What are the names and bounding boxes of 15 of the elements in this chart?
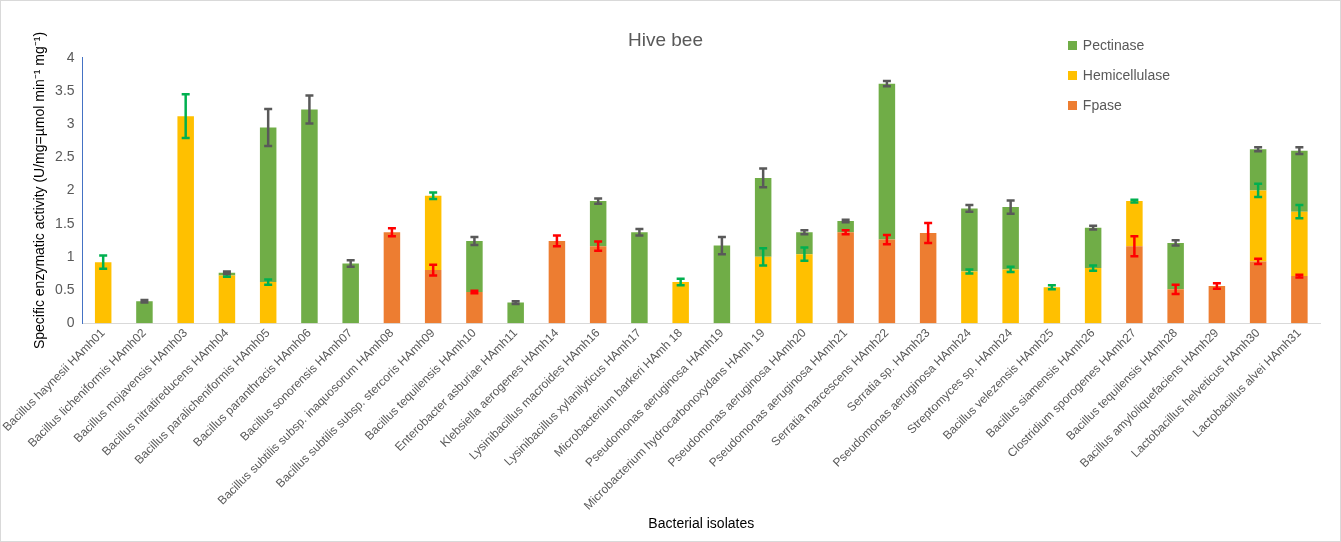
y-tick-label: 0.5 [55, 280, 75, 297]
y-tick-label: 1.5 [55, 214, 75, 231]
y-tick-label: 3.5 [55, 81, 75, 98]
y-tick-label: 3 [66, 115, 75, 131]
x-axis-title: Bacterial isolates [648, 515, 755, 532]
y-tick-label: 0 [66, 314, 75, 331]
y-tick-label: 1 [66, 247, 75, 264]
legend-label: Pectinase [1082, 37, 1145, 53]
y-axis-title: Specific enzymatic activity (U/mg=µmol min⁻¹ mg⁻¹) [30, 31, 47, 350]
legend-label: Hemicellulase [1082, 67, 1170, 83]
y-tick-label: 4 [66, 48, 75, 65]
y-tick-label: 2 [66, 181, 75, 198]
y-tick-label: 2.5 [55, 148, 75, 165]
legend-label: Fpase [1082, 97, 1122, 113]
chart-title: Hive bee [628, 28, 703, 50]
